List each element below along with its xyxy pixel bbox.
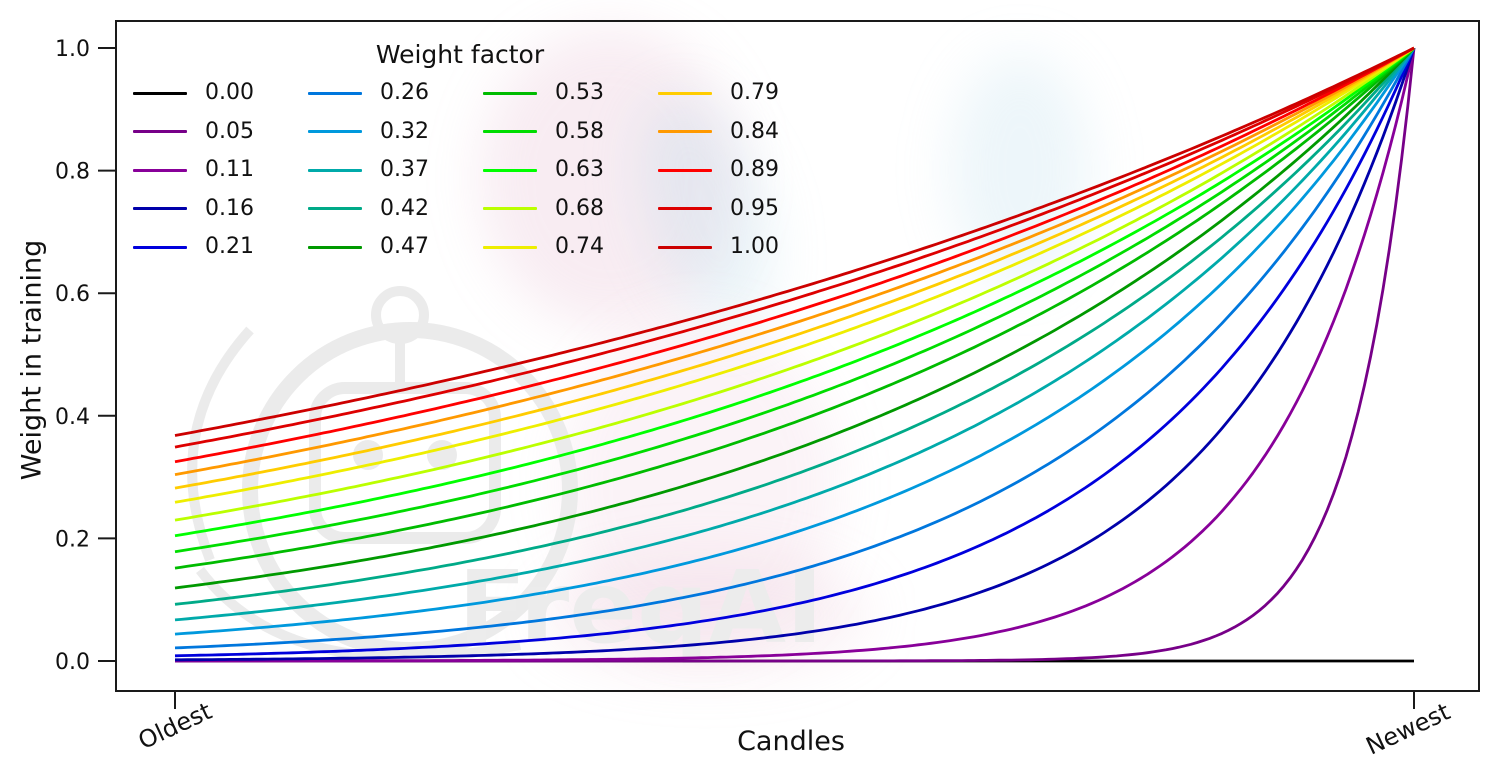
legend-entry: 0.11 [133,151,308,190]
series-line-0.21 [174,47,1416,658]
legend-swatch-line [483,130,537,134]
series-line-0.95 [174,46,1415,449]
y-tick-label: 0.4 [55,405,90,430]
series-line-0.16 [175,47,1416,662]
legend-entry-label: 0.58 [555,118,604,144]
legend-entry: 0.05 [133,113,308,152]
series-line-0.53 [174,46,1415,570]
legend-entry: 0.37 [308,151,483,190]
series-line-0.26 [174,47,1416,650]
legend-swatch-line [483,91,537,95]
legend-title: Weight factor [375,40,545,69]
legend-entry-label: 0.16 [205,195,254,221]
legend-swatch-line [658,207,712,211]
legend-entry-label: 0.42 [380,195,429,221]
y-axis-label: Weight in training [16,239,48,481]
legend-entry-label: 0.32 [380,118,429,144]
series-line-0.63 [174,46,1415,538]
series-line-0.84 [174,46,1415,476]
legend-entry-label: 0.89 [730,157,779,183]
legend-entry-label: 0.37 [380,157,429,183]
y-tick-label: 0.8 [55,160,90,185]
legend-entry: 0.00 [133,74,308,113]
legend-entry-label: 0.84 [730,118,779,144]
series-line-0.74 [174,46,1415,504]
series-line-0.37 [174,47,1416,622]
legend-swatch-line [133,168,187,172]
legend-swatch-line [483,207,537,211]
legend-swatch-line [308,245,362,249]
legend-entry: 0.21 [133,228,308,267]
legend-entry: 0.84 [658,113,833,152]
series-line-1.00 [174,46,1415,437]
legend-swatch-line [133,207,187,211]
legend-entry: 0.58 [483,113,658,152]
legend-entry-label: 0.00 [205,80,254,106]
legend-swatch-line [483,168,537,172]
legend-entry: 0.79 [658,74,833,113]
legend-entry-label: 0.47 [380,234,429,260]
legend-entry-label: 0.05 [205,118,254,144]
legend-entry: 1.00 [658,228,833,267]
y-tick-label: 1.0 [55,37,90,62]
y-tick-label: 0.2 [55,527,90,552]
legend-entry-label: 0.74 [555,234,604,260]
freqtrade-bot-icon [187,286,578,663]
legend-swatch-line [308,207,362,211]
legend: 0.00 0.05 0.11 0.16 0.21 0.26 0.32 0.37 0.42 0.47… [133,74,833,267]
series-line-0.42 [174,47,1416,606]
axes-frame [115,20,1480,692]
legend-swatch-line [658,130,712,134]
y-tick-label: 0.6 [55,282,90,307]
legend-entry: 0.47 [308,228,483,267]
legend-swatch-line [483,245,537,249]
series-line-0.11 [175,47,1416,663]
series-line-0.68 [174,46,1415,522]
series-line-0.47 [174,47,1416,590]
legend-entry: 0.63 [483,151,658,190]
legend-entry-label: 0.26 [380,80,429,106]
legend-swatch-line [658,168,712,172]
watermark-blob-pink [480,28,740,328]
legend-entry-label: 0.63 [555,157,604,183]
legend-swatch-line [308,130,362,134]
legend-entry: 0.68 [483,190,658,229]
legend-swatch-line [133,245,187,249]
legend-entry-label: 0.79 [730,80,779,106]
legend-swatch-line [308,168,362,172]
legend-entry: 0.42 [308,190,483,229]
x-axis-label: Candles [737,726,845,757]
legend-entry-label: 0.53 [555,80,604,106]
series-line-0.89 [174,46,1415,464]
legend-entry: 0.53 [483,74,658,113]
legend-entry-label: 0.21 [205,234,254,260]
legend-entry: 0.74 [483,228,658,267]
legend-swatch-line [658,245,712,249]
legend-entry: 0.26 [308,74,483,113]
legend-swatch-line [658,91,712,95]
legend-swatch-line [133,130,187,134]
legend-swatch-line [308,91,362,95]
legend-entry-label: 1.00 [730,234,779,260]
legend-swatch-line [133,91,187,95]
legend-entry: 0.16 [133,190,308,229]
legend-entry-label: 0.68 [555,195,604,221]
series-line-0.32 [174,47,1416,636]
watermark-blob-pink [540,555,870,675]
series-line-0.58 [174,46,1415,554]
series-line-0.79 [174,46,1415,490]
y-tick-label: 0.0 [55,650,90,675]
legend-entry: 0.95 [658,190,833,229]
watermark-text: FreqAI [458,549,823,666]
legend-entry: 0.32 [308,113,483,152]
legend-entry-label: 0.95 [730,195,779,221]
legend-entry: 0.89 [658,151,833,190]
legend-entry-label: 0.11 [205,157,254,183]
watermark-blob-blue [950,55,1090,285]
